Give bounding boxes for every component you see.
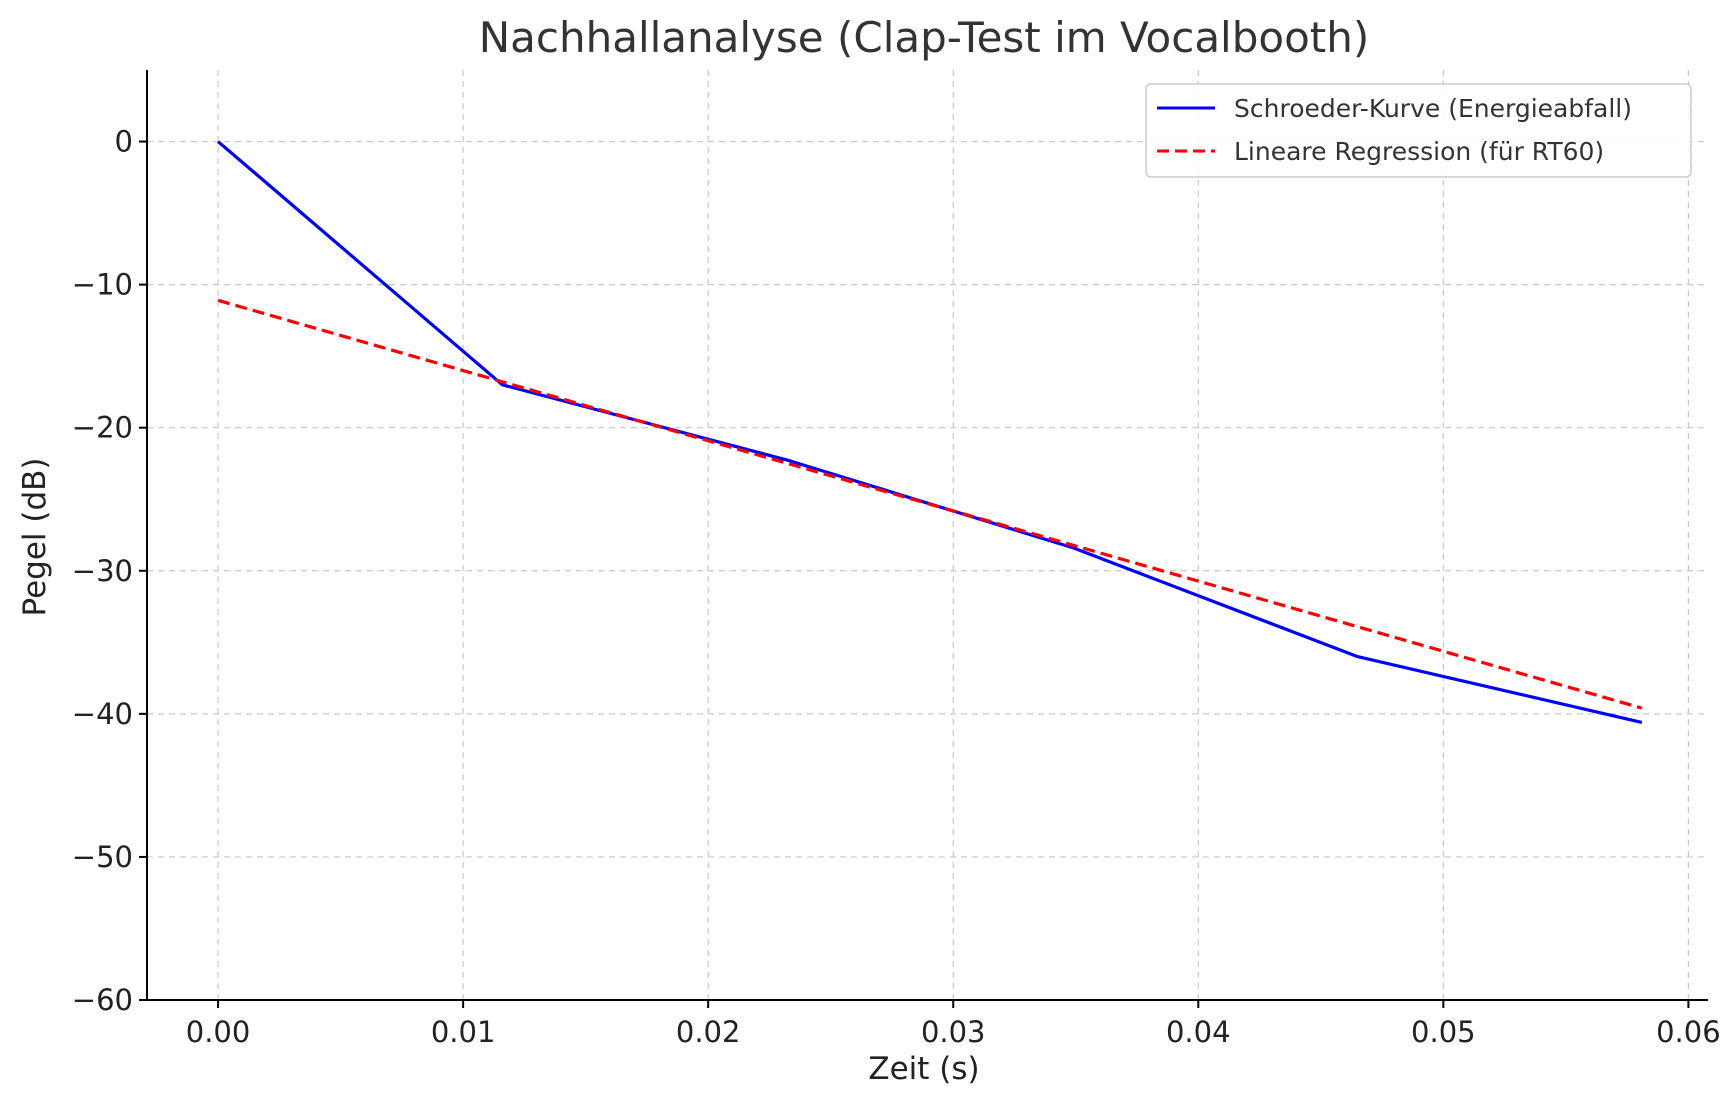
series-line-regression — [217, 298, 1643, 710]
y-tick-label: −10 — [72, 268, 133, 302]
y-tick-label: −50 — [72, 840, 133, 874]
y-tick-label: −30 — [72, 554, 133, 588]
y-tick-label: 0 — [115, 125, 133, 159]
chart-title: Nachhallanalyse (Clap-Test im Vocalbooth… — [479, 13, 1370, 62]
legend: Schroeder-Kurve (Energieabfall) Lineare … — [1145, 83, 1692, 178]
x-tick-label: 0.02 — [676, 1015, 741, 1049]
tick-labels: 0.00 0.01 0.02 0.03 0.04 0.05 0.06 0 −10 −20 −30 −4… — [72, 125, 1721, 1049]
x-tick-label: 0.04 — [1166, 1015, 1231, 1049]
x-tick-label: 0.00 — [186, 1015, 251, 1049]
x-tick-label: 0.01 — [431, 1015, 496, 1049]
x-tick-label: 0.05 — [1411, 1015, 1476, 1049]
y-tick-label: −40 — [72, 697, 133, 731]
y-tick-label: −60 — [72, 983, 133, 1017]
series — [217, 140, 1643, 724]
grid — [147, 70, 1708, 1001]
axes — [139, 70, 1708, 1008]
x-tick-label: 0.03 — [921, 1015, 986, 1049]
y-tick-label: −20 — [72, 411, 133, 445]
legend-label-regression: Lineare Regression (für RT60) — [1234, 137, 1604, 166]
series-line-schroeder — [217, 140, 1643, 724]
y-axis-title: Pegel (dB) — [17, 457, 53, 616]
x-tick-label: 0.06 — [1656, 1015, 1721, 1049]
legend-label-schroeder: Schroeder-Kurve (Energieabfall) — [1234, 94, 1632, 123]
legend-box — [1145, 83, 1692, 178]
x-axis-title: Zeit (s) — [868, 1051, 979, 1087]
